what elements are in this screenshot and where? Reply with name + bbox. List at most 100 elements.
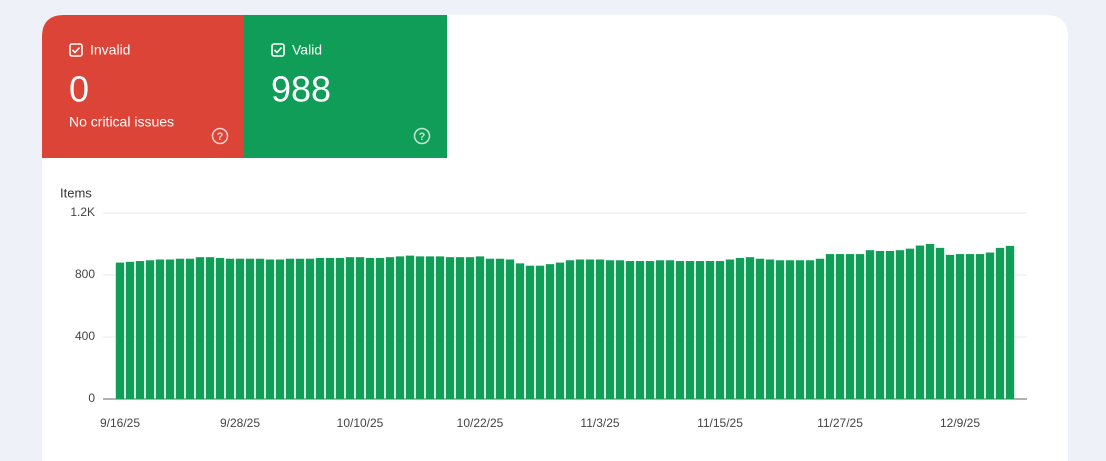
- bar: [645, 261, 655, 399]
- bar: [565, 260, 575, 399]
- bar: [385, 257, 395, 399]
- bar: [195, 257, 205, 399]
- bar: [545, 264, 555, 399]
- bar: [405, 255, 415, 399]
- bar: [205, 257, 215, 399]
- bar: [785, 260, 795, 399]
- bar: [615, 260, 625, 399]
- x-tick-label: 9/16/25: [100, 416, 140, 430]
- bar: [725, 259, 735, 399]
- card-label: Invalid: [90, 42, 130, 58]
- bar: [345, 257, 355, 399]
- bar: [845, 254, 855, 399]
- bar: [835, 254, 845, 399]
- bar: [235, 258, 245, 399]
- checkmark: [71, 46, 81, 54]
- bar: [495, 258, 505, 399]
- bar: [475, 256, 485, 399]
- bar: [965, 254, 975, 399]
- bar: [355, 257, 365, 399]
- bar: [455, 257, 465, 399]
- bar: [285, 258, 295, 399]
- bar: [655, 260, 665, 399]
- x-tick-label: 10/10/25: [337, 416, 384, 430]
- bar: [665, 260, 675, 399]
- bar: [325, 257, 335, 399]
- bar: [905, 248, 915, 399]
- bar: [775, 260, 785, 399]
- card-note: No critical issues: [69, 114, 174, 130]
- bar: [465, 257, 475, 399]
- card-value: 0: [69, 69, 89, 110]
- bar: [935, 247, 945, 399]
- bar: [165, 259, 175, 399]
- bar: [875, 250, 885, 399]
- bar: [305, 258, 315, 399]
- bar: [245, 258, 255, 399]
- bar: [395, 256, 405, 399]
- bar: [185, 258, 195, 399]
- y-tick-label: 400: [75, 329, 95, 343]
- bar: [825, 254, 835, 399]
- bar: [535, 265, 545, 399]
- x-tick-label: 11/3/25: [580, 416, 619, 430]
- card[interactable]: [244, 15, 447, 158]
- y-axis-label: Items: [60, 185, 92, 200]
- bar: [985, 252, 995, 399]
- bar: [425, 256, 435, 399]
- bar: [125, 261, 135, 399]
- x-tick-label: 9/28/25: [220, 416, 260, 430]
- bar: [755, 258, 765, 399]
- bar: [795, 260, 805, 399]
- bar: [555, 262, 565, 399]
- bar: [765, 259, 775, 399]
- bar: [715, 261, 725, 399]
- bar: [505, 259, 515, 399]
- bar: [685, 261, 695, 399]
- bar: [255, 258, 265, 399]
- bar: [865, 250, 875, 399]
- bar: [415, 256, 425, 399]
- y-tick-label: 0: [88, 391, 95, 405]
- bar: [525, 265, 535, 399]
- bar: [915, 245, 925, 399]
- bar: [445, 257, 455, 399]
- bar: [145, 260, 155, 399]
- bar: [895, 250, 905, 399]
- bar: [225, 258, 235, 399]
- x-tick-label: 11/27/25: [817, 416, 863, 430]
- bar: [955, 254, 965, 399]
- bar: [135, 261, 145, 399]
- bar: [625, 261, 635, 399]
- bar: [995, 247, 1005, 399]
- card-label: Valid: [292, 42, 322, 58]
- help-icon[interactable]: [211, 127, 229, 145]
- help-icon[interactable]: [413, 127, 431, 145]
- bar: [885, 250, 895, 399]
- bar: [335, 257, 345, 399]
- bar: [605, 260, 615, 399]
- bar: [175, 258, 185, 399]
- card[interactable]: [42, 15, 245, 158]
- bar: [595, 259, 605, 399]
- bar: [975, 254, 985, 399]
- bar: [295, 258, 305, 399]
- bar: [675, 261, 685, 399]
- bar: [1005, 245, 1015, 399]
- card-value: 988: [271, 69, 331, 110]
- bar: [635, 261, 645, 399]
- bar: [115, 262, 125, 399]
- bar: [375, 257, 385, 399]
- checkmark: [273, 46, 283, 54]
- x-tick-label: 12/9/25: [940, 416, 980, 430]
- bar: [735, 257, 745, 399]
- bar: [815, 258, 825, 399]
- bar: [585, 259, 595, 399]
- bar: [215, 257, 225, 399]
- bar: [945, 254, 955, 399]
- bar: [575, 259, 585, 399]
- bar: [515, 263, 525, 399]
- bar: [695, 261, 705, 399]
- bar: [275, 259, 285, 399]
